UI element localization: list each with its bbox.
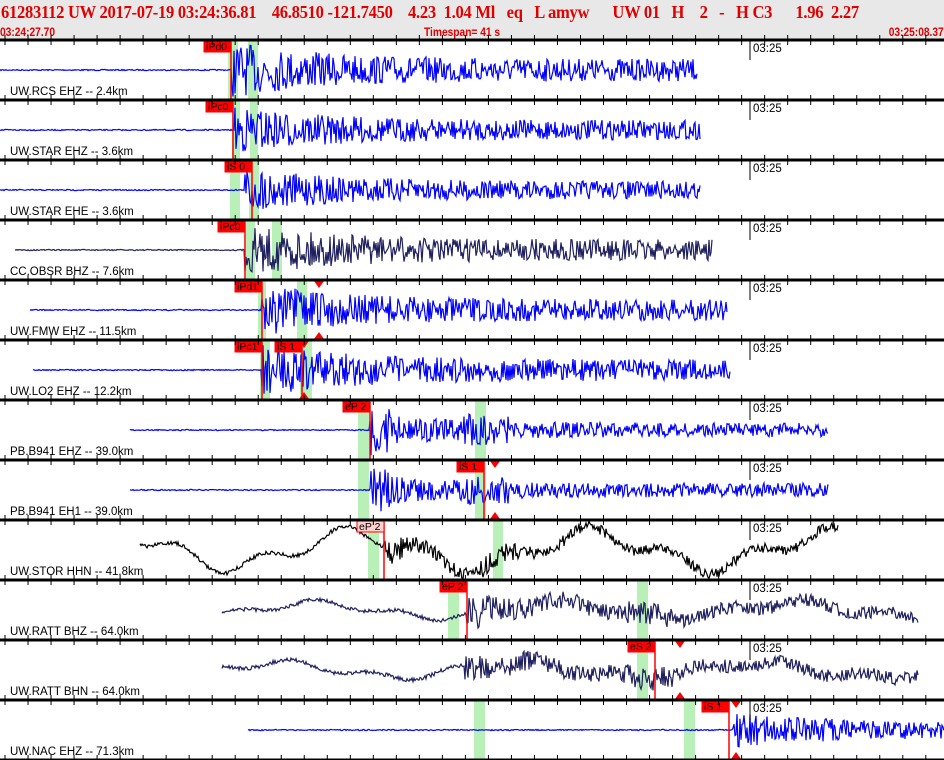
minute-label: 03:25 [753, 103, 782, 115]
minute-label: 03:25 [753, 283, 782, 295]
waveform-trace [0, 44, 698, 97]
pick-label: iS 1 [277, 341, 295, 353]
pick-label: iPd1 [237, 281, 258, 293]
minute-label: 03:25 [753, 403, 782, 415]
pick-label: iPc1 [237, 341, 258, 353]
pick-window [493, 520, 503, 580]
minute-label: 03:25 [753, 703, 782, 715]
station-label: UW.LO2 EHZ -- 12.2km [10, 386, 132, 398]
pick-marker-bottom-icon [675, 692, 685, 699]
pick-label: eP 2 [442, 581, 464, 593]
pick-marker-top-icon [731, 701, 741, 708]
waveform-trace [0, 170, 701, 210]
waveform-trace [247, 714, 944, 748]
minute-label: 03:25 [753, 583, 782, 595]
pick-label: iS 1 [459, 461, 477, 473]
station-label: PB.B941 EH1 -- 39.0km [10, 506, 133, 518]
waveform-trace [0, 107, 701, 152]
pick-label: iPd0 [206, 41, 227, 53]
pick-marker-top-icon [314, 281, 324, 288]
pick-label: eP 2 [345, 401, 367, 413]
event-header: 61283112 UW 2017-07-19 03:24:36.81 46.85… [0, 0, 944, 40]
pick-label: eP 2 [359, 521, 381, 533]
station-label: UW.STAR EHZ -- 3.6km [10, 146, 134, 158]
minute-label: 03:25 [753, 523, 782, 535]
pick-window [475, 460, 486, 520]
start-time: 03:24:27.70 [0, 25, 56, 39]
waveform-trace [221, 590, 919, 630]
event-summary: 61283112 UW 2017-07-19 03:24:36.81 46.85… [1, 2, 859, 22]
timespan: Timespan= 41 s [424, 25, 501, 39]
waveform-trace [33, 345, 731, 394]
station-label: UW.FMW EHZ -- 11.5km [10, 326, 137, 338]
waveform-trace [129, 409, 829, 456]
pick-marker-top-icon [490, 461, 500, 468]
station-label: PB.B941 EHZ -- 39.0km [10, 446, 134, 458]
pick-marker-bottom-icon [731, 752, 741, 759]
minute-label: 03:25 [753, 223, 782, 235]
pick-label: iPc0 [220, 221, 241, 233]
waveform-trace [129, 468, 829, 512]
minute-label: 03:25 [753, 43, 782, 55]
station-label: UW.STAR EHE -- 3.6km [10, 206, 134, 218]
station-label: UW.RCS EHZ -- 2.4km [10, 86, 128, 98]
waveform-trace [29, 288, 728, 334]
waveform-trace [14, 228, 713, 273]
station-label: CC.OBSR BHZ -- 7.6km [10, 266, 134, 278]
pick-label: iS 0 [227, 161, 245, 173]
station-label: UW.RATT BHZ -- 64.0km [10, 626, 139, 638]
pick-marker-top-icon [675, 641, 685, 648]
pick-window [448, 580, 459, 640]
station-label: UW.RATT BHN -- 64.0km [10, 686, 140, 698]
pick-label: iS 1 [704, 701, 722, 713]
waveform-trace [221, 649, 919, 692]
station-label: UW.STOR HHN -- 41.8km [10, 566, 144, 578]
minute-label: 03:25 [753, 163, 782, 175]
minute-label: 03:25 [753, 343, 782, 355]
pick-label: eS 2 [630, 641, 652, 653]
pick-window [248, 40, 258, 100]
minute-label: 03:25 [753, 643, 782, 655]
pick-label: iPc0 [208, 101, 229, 113]
pick-marker-bottom-icon [490, 512, 500, 519]
pick-window [368, 520, 379, 580]
pick-window [246, 220, 255, 280]
waveform-trace [139, 519, 839, 580]
pick-marker-bottom-icon [314, 332, 324, 339]
station-label: UW.NAC EHZ -- 71.3km [10, 746, 134, 758]
minute-label: 03:25 [753, 463, 782, 475]
